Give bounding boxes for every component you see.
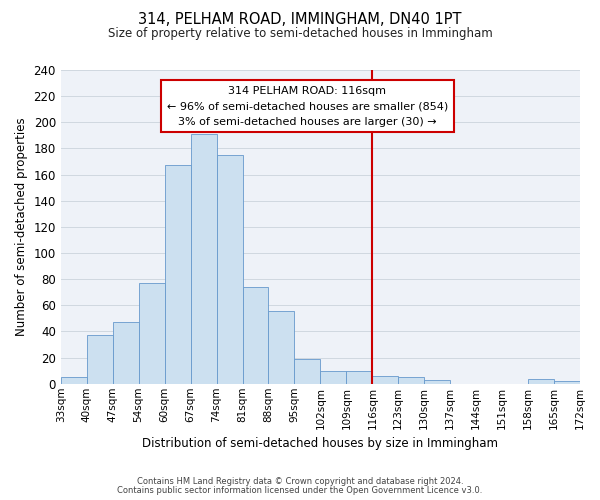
Text: Size of property relative to semi-detached houses in Immingham: Size of property relative to semi-detach…	[107, 28, 493, 40]
Bar	[346, 370, 373, 384]
Bar	[528, 378, 554, 384]
Bar	[61, 377, 87, 384]
Bar	[373, 376, 398, 384]
X-axis label: Distribution of semi-detached houses by size in Immingham: Distribution of semi-detached houses by …	[142, 437, 499, 450]
Bar	[268, 310, 295, 384]
Bar	[113, 322, 139, 384]
Bar	[320, 370, 346, 384]
Text: Contains HM Land Registry data © Crown copyright and database right 2024.: Contains HM Land Registry data © Crown c…	[137, 477, 463, 486]
Bar	[398, 377, 424, 384]
Bar	[295, 359, 320, 384]
Text: 314, PELHAM ROAD, IMMINGHAM, DN40 1PT: 314, PELHAM ROAD, IMMINGHAM, DN40 1PT	[138, 12, 462, 28]
Bar	[87, 336, 113, 384]
Bar	[554, 381, 580, 384]
Text: Contains public sector information licensed under the Open Government Licence v3: Contains public sector information licen…	[118, 486, 482, 495]
Bar	[139, 283, 164, 384]
Bar	[242, 287, 268, 384]
Y-axis label: Number of semi-detached properties: Number of semi-detached properties	[15, 118, 28, 336]
Bar	[191, 134, 217, 384]
Text: 314 PELHAM ROAD: 116sqm
← 96% of semi-detached houses are smaller (854)
3% of se: 314 PELHAM ROAD: 116sqm ← 96% of semi-de…	[167, 86, 448, 127]
Bar	[217, 155, 242, 384]
Bar	[424, 380, 450, 384]
Bar	[164, 166, 191, 384]
